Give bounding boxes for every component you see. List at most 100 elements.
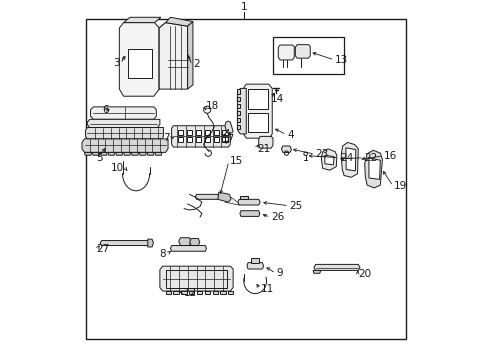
Polygon shape — [258, 136, 272, 148]
Polygon shape — [243, 84, 272, 138]
Polygon shape — [100, 240, 150, 246]
Polygon shape — [131, 152, 138, 155]
Polygon shape — [123, 152, 130, 155]
Text: 9: 9 — [276, 268, 283, 278]
Polygon shape — [247, 113, 267, 132]
Polygon shape — [224, 121, 233, 133]
Text: 7: 7 — [163, 133, 169, 143]
Polygon shape — [87, 119, 160, 127]
Text: 21: 21 — [256, 144, 270, 154]
Text: 11: 11 — [260, 284, 273, 294]
Polygon shape — [147, 239, 153, 247]
Bar — [86, 19, 406, 339]
Polygon shape — [160, 266, 233, 291]
Polygon shape — [295, 45, 310, 58]
Text: 16: 16 — [383, 151, 396, 161]
Polygon shape — [204, 291, 209, 293]
Polygon shape — [123, 17, 161, 23]
Polygon shape — [236, 125, 240, 129]
Polygon shape — [368, 158, 380, 179]
Polygon shape — [100, 152, 107, 155]
Polygon shape — [195, 130, 201, 135]
Polygon shape — [165, 17, 193, 26]
Polygon shape — [173, 291, 178, 293]
Text: 3: 3 — [113, 58, 120, 68]
Bar — [272, 37, 344, 74]
Polygon shape — [236, 104, 240, 108]
Polygon shape — [312, 270, 320, 273]
Polygon shape — [170, 246, 206, 251]
Polygon shape — [345, 148, 355, 171]
Polygon shape — [186, 130, 192, 135]
Polygon shape — [82, 139, 168, 152]
Polygon shape — [197, 291, 202, 293]
Polygon shape — [213, 138, 219, 143]
Polygon shape — [204, 138, 209, 143]
Polygon shape — [250, 258, 258, 262]
Polygon shape — [90, 107, 156, 119]
Polygon shape — [246, 262, 263, 269]
Polygon shape — [281, 146, 291, 152]
Polygon shape — [313, 264, 359, 270]
Polygon shape — [237, 89, 246, 134]
Polygon shape — [165, 291, 170, 293]
Polygon shape — [204, 130, 209, 135]
Polygon shape — [189, 291, 194, 293]
Text: 24: 24 — [339, 153, 352, 163]
Polygon shape — [147, 152, 154, 155]
Text: 10: 10 — [111, 163, 124, 174]
Polygon shape — [159, 23, 165, 89]
Polygon shape — [222, 138, 227, 143]
Polygon shape — [220, 291, 225, 293]
Text: 1: 1 — [241, 2, 247, 12]
Polygon shape — [171, 126, 230, 147]
Text: 19: 19 — [393, 181, 406, 191]
Text: 27: 27 — [96, 244, 109, 254]
Polygon shape — [195, 194, 219, 199]
Polygon shape — [139, 152, 146, 155]
Text: 8: 8 — [159, 249, 166, 259]
Polygon shape — [236, 90, 240, 94]
Polygon shape — [92, 152, 99, 155]
Text: 15: 15 — [229, 156, 243, 166]
Polygon shape — [228, 291, 233, 293]
Polygon shape — [321, 149, 336, 170]
Text: 4: 4 — [286, 130, 293, 140]
Text: 22: 22 — [364, 153, 377, 163]
Text: 26: 26 — [271, 212, 284, 222]
Text: 6: 6 — [102, 105, 109, 115]
Polygon shape — [278, 45, 294, 60]
Text: 18: 18 — [205, 101, 218, 111]
Text: 25: 25 — [289, 201, 302, 211]
Polygon shape — [237, 199, 260, 205]
Text: 20: 20 — [358, 269, 371, 279]
Text: 12: 12 — [183, 288, 197, 298]
Polygon shape — [108, 152, 115, 155]
Polygon shape — [116, 152, 122, 155]
Polygon shape — [247, 89, 267, 109]
Polygon shape — [213, 130, 219, 135]
Polygon shape — [178, 138, 183, 143]
Polygon shape — [187, 22, 193, 89]
Text: 14: 14 — [271, 94, 284, 104]
Polygon shape — [324, 155, 333, 165]
Polygon shape — [240, 211, 259, 216]
Polygon shape — [236, 111, 240, 115]
Polygon shape — [236, 96, 240, 101]
Polygon shape — [217, 192, 230, 202]
Polygon shape — [181, 291, 186, 293]
Text: 13: 13 — [334, 55, 348, 65]
Polygon shape — [178, 238, 191, 246]
Text: 23: 23 — [315, 149, 328, 159]
Polygon shape — [119, 23, 159, 96]
Text: 5: 5 — [96, 153, 102, 163]
Polygon shape — [222, 130, 227, 135]
Polygon shape — [189, 238, 199, 246]
Polygon shape — [341, 143, 358, 177]
Polygon shape — [236, 118, 240, 122]
Text: 17: 17 — [221, 134, 234, 144]
Polygon shape — [84, 152, 91, 155]
Polygon shape — [186, 138, 192, 143]
Polygon shape — [178, 130, 183, 135]
Polygon shape — [155, 152, 162, 155]
